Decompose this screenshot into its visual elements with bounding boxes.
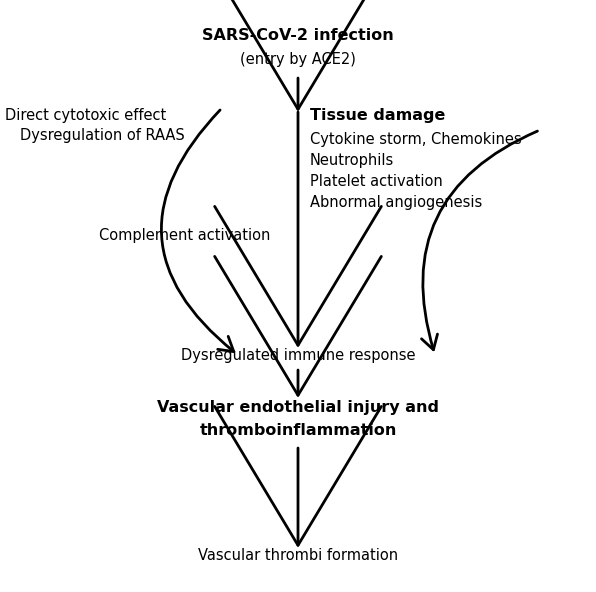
Text: Dysregulation of RAAS: Dysregulation of RAAS (20, 128, 185, 143)
FancyArrowPatch shape (162, 110, 234, 352)
Text: Vascular thrombi formation: Vascular thrombi formation (198, 548, 398, 563)
Text: Direct cytotoxic effect: Direct cytotoxic effect (5, 108, 166, 123)
Text: Cytokine storm, Chemokines: Cytokine storm, Chemokines (310, 132, 522, 147)
FancyArrowPatch shape (421, 131, 538, 350)
Text: Vascular endothelial injury and: Vascular endothelial injury and (157, 400, 439, 415)
Text: Dysregulated immune response: Dysregulated immune response (181, 348, 415, 363)
Text: thromboinflammation: thromboinflammation (199, 423, 397, 438)
Text: (entry by ACE2): (entry by ACE2) (240, 52, 356, 67)
Text: SARS-CoV-2 infection: SARS-CoV-2 infection (202, 28, 394, 43)
Text: Platelet activation: Platelet activation (310, 174, 443, 189)
Text: Abnormal angiogenesis: Abnormal angiogenesis (310, 195, 482, 210)
Text: Neutrophils: Neutrophils (310, 153, 394, 168)
Text: Complement activation: Complement activation (100, 228, 271, 243)
Text: Tissue damage: Tissue damage (310, 108, 445, 123)
